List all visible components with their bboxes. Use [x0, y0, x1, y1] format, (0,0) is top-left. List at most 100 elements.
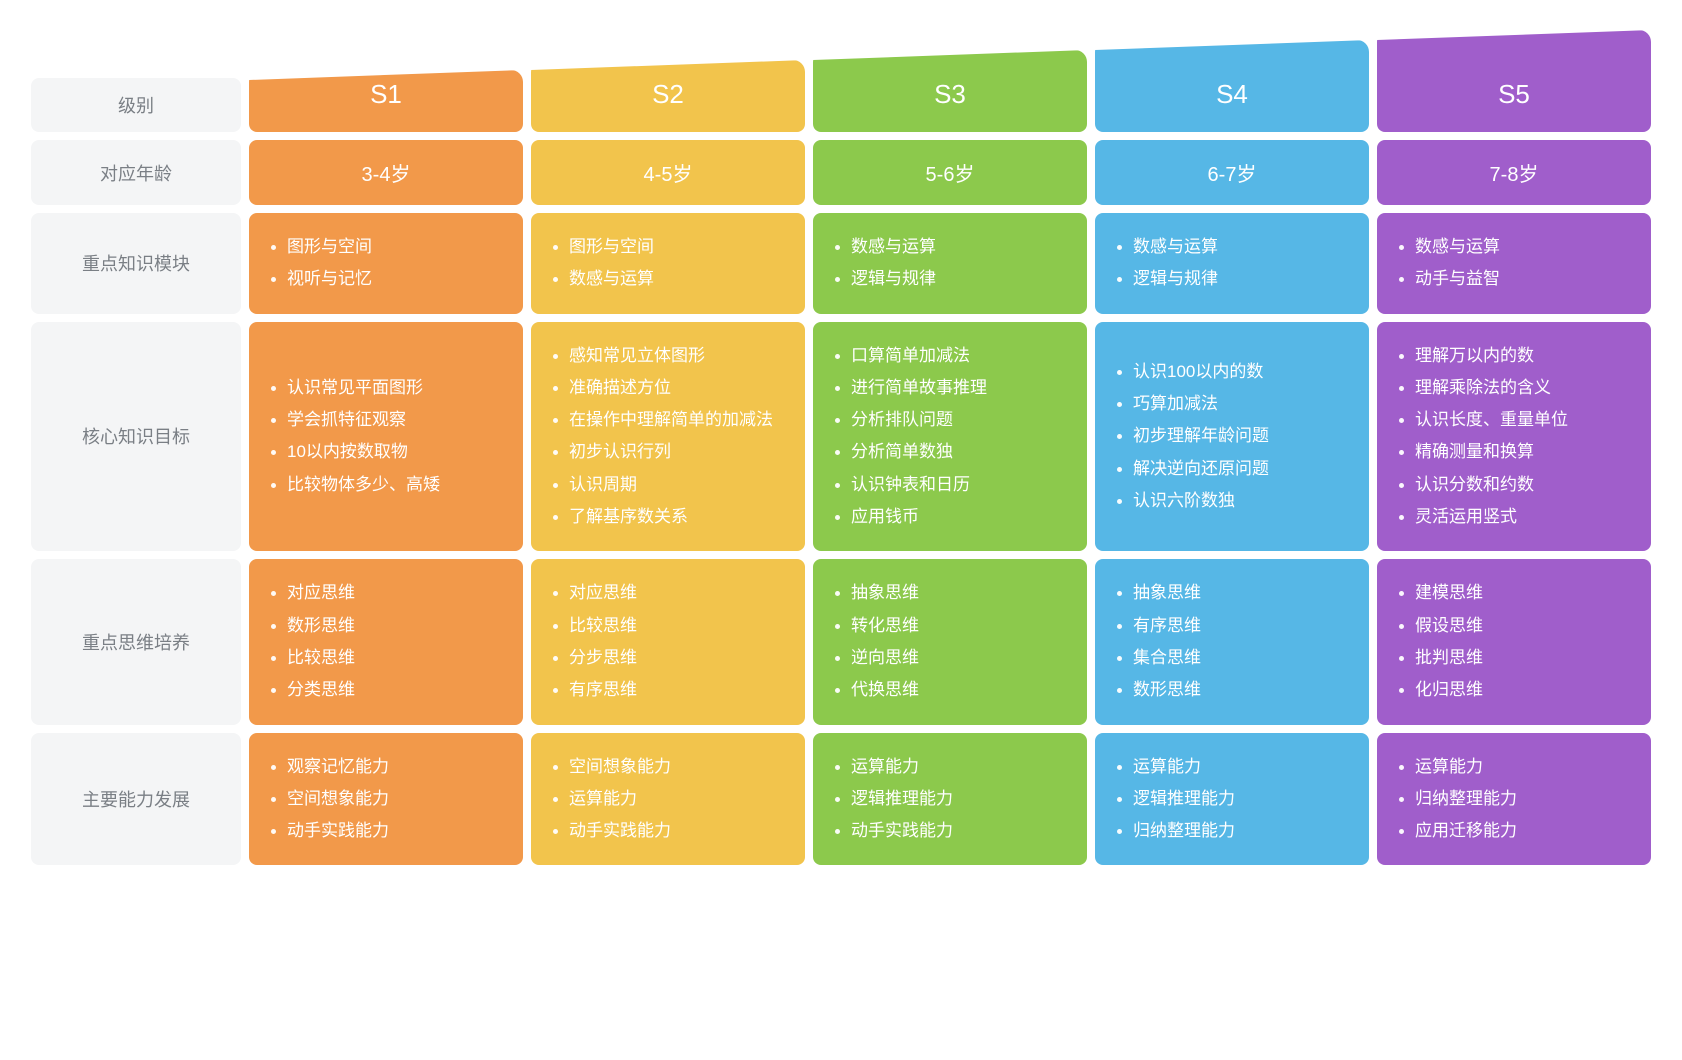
- ability-list-s5: 运算能力归纳整理能力应用迁移能力: [1399, 751, 1629, 848]
- thinking-item: 比较思维: [271, 642, 501, 674]
- age-s5: 7-8岁: [1377, 140, 1651, 205]
- thinking-item: 抽象思维: [1117, 577, 1347, 609]
- ability-s5: 运算能力归纳整理能力应用迁移能力: [1377, 733, 1651, 866]
- knowledge-module-item: 视听与记忆: [271, 263, 501, 295]
- core-goals-item: 认识六阶数独: [1117, 485, 1347, 517]
- core-goals-item: 认识周期: [553, 469, 783, 501]
- ability-item: 逻辑推理能力: [1117, 783, 1347, 815]
- thinking-item: 有序思维: [553, 674, 783, 706]
- core-goals-item: 认识分数和约数: [1399, 469, 1629, 501]
- core-goals-item: 学会抓特征观察: [271, 404, 501, 436]
- thinking-item: 化归思维: [1399, 674, 1629, 706]
- age-s4: 6-7岁: [1095, 140, 1369, 205]
- thinking-item: 对应思维: [271, 577, 501, 609]
- row-label-thinking: 重点思维培养: [31, 559, 241, 724]
- curriculum-level-chart: 级别S1S2S3S4S5 对应年龄3-4岁4-5岁5-6岁6-7岁7-8岁重点知识…: [31, 30, 1651, 865]
- core-goals-item: 认识长度、重量单位: [1399, 404, 1629, 436]
- thinking-item: 比较思维: [553, 610, 783, 642]
- core-goals-s3: 口算简单加减法进行简单故事推理分析排队问题分析简单数独认识钟表和日历应用钱币: [813, 322, 1087, 552]
- knowledge-module-item: 逻辑与规律: [1117, 263, 1347, 295]
- core-goals-s1: 认识常见平面图形学会抓特征观察10以内按数取物比较物体多少、高矮: [249, 322, 523, 552]
- level-header-s1: S1: [249, 70, 523, 132]
- row-age: 对应年龄3-4岁4-5岁5-6岁6-7岁7-8岁: [31, 140, 1651, 205]
- core-goals-item: 感知常见立体图形: [553, 340, 783, 372]
- knowledge-module-list-s1: 图形与空间视听与记忆: [271, 231, 501, 296]
- ability-s2: 空间想象能力运算能力动手实践能力: [531, 733, 805, 866]
- age-s1: 3-4岁: [249, 140, 523, 205]
- thinking-item: 假设思维: [1399, 610, 1629, 642]
- thinking-item: 转化思维: [835, 610, 1065, 642]
- ability-s1: 观察记忆能力空间想象能力动手实践能力: [249, 733, 523, 866]
- core-goals-item: 进行简单故事推理: [835, 372, 1065, 404]
- core-goals-item: 分析简单数独: [835, 436, 1065, 468]
- core-goals-item: 精确测量和换算: [1399, 436, 1629, 468]
- knowledge-module-list-s2: 图形与空间数感与运算: [553, 231, 783, 296]
- thinking-item: 有序思维: [1117, 610, 1347, 642]
- thinking-item: 分类思维: [271, 674, 501, 706]
- knowledge-module-list-s4: 数感与运算逻辑与规律: [1117, 231, 1347, 296]
- knowledge-module-s2: 图形与空间数感与运算: [531, 213, 805, 314]
- knowledge-module-item: 动手与益智: [1399, 263, 1629, 295]
- thinking-list-s4: 抽象思维有序思维集合思维数形思维: [1117, 577, 1347, 706]
- thinking-item: 集合思维: [1117, 642, 1347, 674]
- core-goals-list-s3: 口算简单加减法进行简单故事推理分析排队问题分析简单数独认识钟表和日历应用钱币: [835, 340, 1065, 534]
- core-goals-item: 在操作中理解简单的加减法: [553, 404, 783, 436]
- thinking-item: 代换思维: [835, 674, 1065, 706]
- thinking-s4: 抽象思维有序思维集合思维数形思维: [1095, 559, 1369, 724]
- ability-item: 空间想象能力: [553, 751, 783, 783]
- thinking-item: 抽象思维: [835, 577, 1065, 609]
- thinking-item: 建模思维: [1399, 577, 1629, 609]
- ability-list-s2: 空间想象能力运算能力动手实践能力: [553, 751, 783, 848]
- row-label-age: 对应年龄: [31, 140, 241, 205]
- ability-item: 动手实践能力: [271, 815, 501, 847]
- knowledge-module-item: 图形与空间: [553, 231, 783, 263]
- knowledge-module-item: 数感与运算: [553, 263, 783, 295]
- ability-item: 动手实践能力: [553, 815, 783, 847]
- knowledge-module-s4: 数感与运算逻辑与规律: [1095, 213, 1369, 314]
- ability-item: 归纳整理能力: [1399, 783, 1629, 815]
- core-goals-item: 准确描述方位: [553, 372, 783, 404]
- core-goals-item: 理解万以内的数: [1399, 340, 1629, 372]
- core-goals-item: 认识100以内的数: [1117, 356, 1347, 388]
- age-s3: 5-6岁: [813, 140, 1087, 205]
- row-ability: 主要能力发展观察记忆能力空间想象能力动手实践能力空间想象能力运算能力动手实践能力…: [31, 733, 1651, 866]
- thinking-s2: 对应思维比较思维分步思维有序思维: [531, 559, 805, 724]
- core-goals-item: 比较物体多少、高矮: [271, 469, 501, 501]
- thinking-s3: 抽象思维转化思维逆向思维代换思维: [813, 559, 1087, 724]
- row-core-goals: 核心知识目标认识常见平面图形学会抓特征观察10以内按数取物比较物体多少、高矮感知…: [31, 322, 1651, 552]
- ability-item: 观察记忆能力: [271, 751, 501, 783]
- thinking-item: 分步思维: [553, 642, 783, 674]
- age-s2: 4-5岁: [531, 140, 805, 205]
- core-goals-item: 理解乘除法的含义: [1399, 372, 1629, 404]
- core-goals-item: 灵活运用竖式: [1399, 501, 1629, 533]
- core-goals-item: 认识常见平面图形: [271, 372, 501, 404]
- ability-item: 逻辑推理能力: [835, 783, 1065, 815]
- row-level: 级别S1S2S3S4S5: [31, 30, 1651, 132]
- ability-item: 运算能力: [835, 751, 1065, 783]
- core-goals-item: 初步认识行列: [553, 436, 783, 468]
- ability-item: 应用迁移能力: [1399, 815, 1629, 847]
- thinking-s5: 建模思维假设思维批判思维化归思维: [1377, 559, 1651, 724]
- ability-s3: 运算能力逻辑推理能力动手实践能力: [813, 733, 1087, 866]
- row-knowledge-module: 重点知识模块图形与空间视听与记忆图形与空间数感与运算数感与运算逻辑与规律数感与运…: [31, 213, 1651, 314]
- level-header-s2: S2: [531, 60, 805, 132]
- thinking-item: 数形思维: [271, 610, 501, 642]
- core-goals-item: 认识钟表和日历: [835, 469, 1065, 501]
- core-goals-list-s2: 感知常见立体图形准确描述方位在操作中理解简单的加减法初步认识行列认识周期了解基序…: [553, 340, 783, 534]
- level-header-s3: S3: [813, 50, 1087, 132]
- core-goals-list-s4: 认识100以内的数巧算加减法初步理解年龄问题解决逆向还原问题认识六阶数独: [1117, 356, 1347, 517]
- ability-list-s1: 观察记忆能力空间想象能力动手实践能力: [271, 751, 501, 848]
- core-goals-list-s5: 理解万以内的数理解乘除法的含义认识长度、重量单位精确测量和换算认识分数和约数灵活…: [1399, 340, 1629, 534]
- thinking-list-s3: 抽象思维转化思维逆向思维代换思维: [835, 577, 1065, 706]
- knowledge-module-item: 数感与运算: [1117, 231, 1347, 263]
- row-label-core-goals: 核心知识目标: [31, 322, 241, 552]
- knowledge-module-item: 图形与空间: [271, 231, 501, 263]
- ability-item: 动手实践能力: [835, 815, 1065, 847]
- level-header-s5: S5: [1377, 30, 1651, 132]
- thinking-item: 数形思维: [1117, 674, 1347, 706]
- knowledge-module-item: 逻辑与规律: [835, 263, 1065, 295]
- ability-item: 空间想象能力: [271, 783, 501, 815]
- core-goals-item: 初步理解年龄问题: [1117, 420, 1347, 452]
- row-label-knowledge-module: 重点知识模块: [31, 213, 241, 314]
- thinking-item: 对应思维: [553, 577, 783, 609]
